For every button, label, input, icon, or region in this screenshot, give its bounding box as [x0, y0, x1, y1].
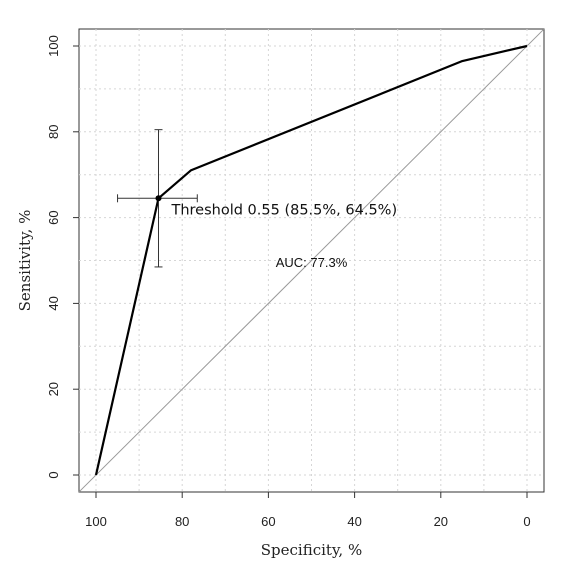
x-tick-label: 40	[347, 514, 361, 529]
x-tick-label: 100	[85, 514, 107, 529]
y-tick-label: 60	[46, 210, 61, 224]
auc-label: AUC: 77.3%	[276, 255, 348, 270]
x-axis-title: Specificity, %	[261, 541, 362, 559]
threshold-point	[155, 195, 162, 202]
reference-diagonal-line	[78, 28, 545, 493]
y-tick-label: 80	[46, 125, 61, 139]
y-tick-label: 20	[46, 382, 61, 396]
y-tick-label: 40	[46, 296, 61, 310]
grid	[79, 29, 544, 492]
x-tick-label: 20	[434, 514, 448, 529]
roc-series-group	[94, 44, 528, 476]
threshold-label: Threshold 0.55 (85.5%, 64.5%)	[170, 202, 397, 218]
axes: 100 80 60 40 20 0 0 20 40 60 80 100	[46, 35, 531, 529]
y-axis-title: Sensitivity, %	[16, 210, 34, 312]
y-tick-label: 100	[46, 35, 61, 57]
x-tick-label: 80	[175, 514, 189, 529]
x-tick-label: 60	[261, 514, 275, 529]
threshold-ci-group	[117, 129, 198, 268]
roc-curve-line	[94, 44, 528, 476]
annotations: Specificity, % Sensitivity, % Threshold …	[16, 202, 397, 559]
x-tick-label: 0	[523, 514, 530, 529]
y-tick-label: 0	[46, 471, 61, 478]
reference-line-group	[78, 28, 545, 493]
